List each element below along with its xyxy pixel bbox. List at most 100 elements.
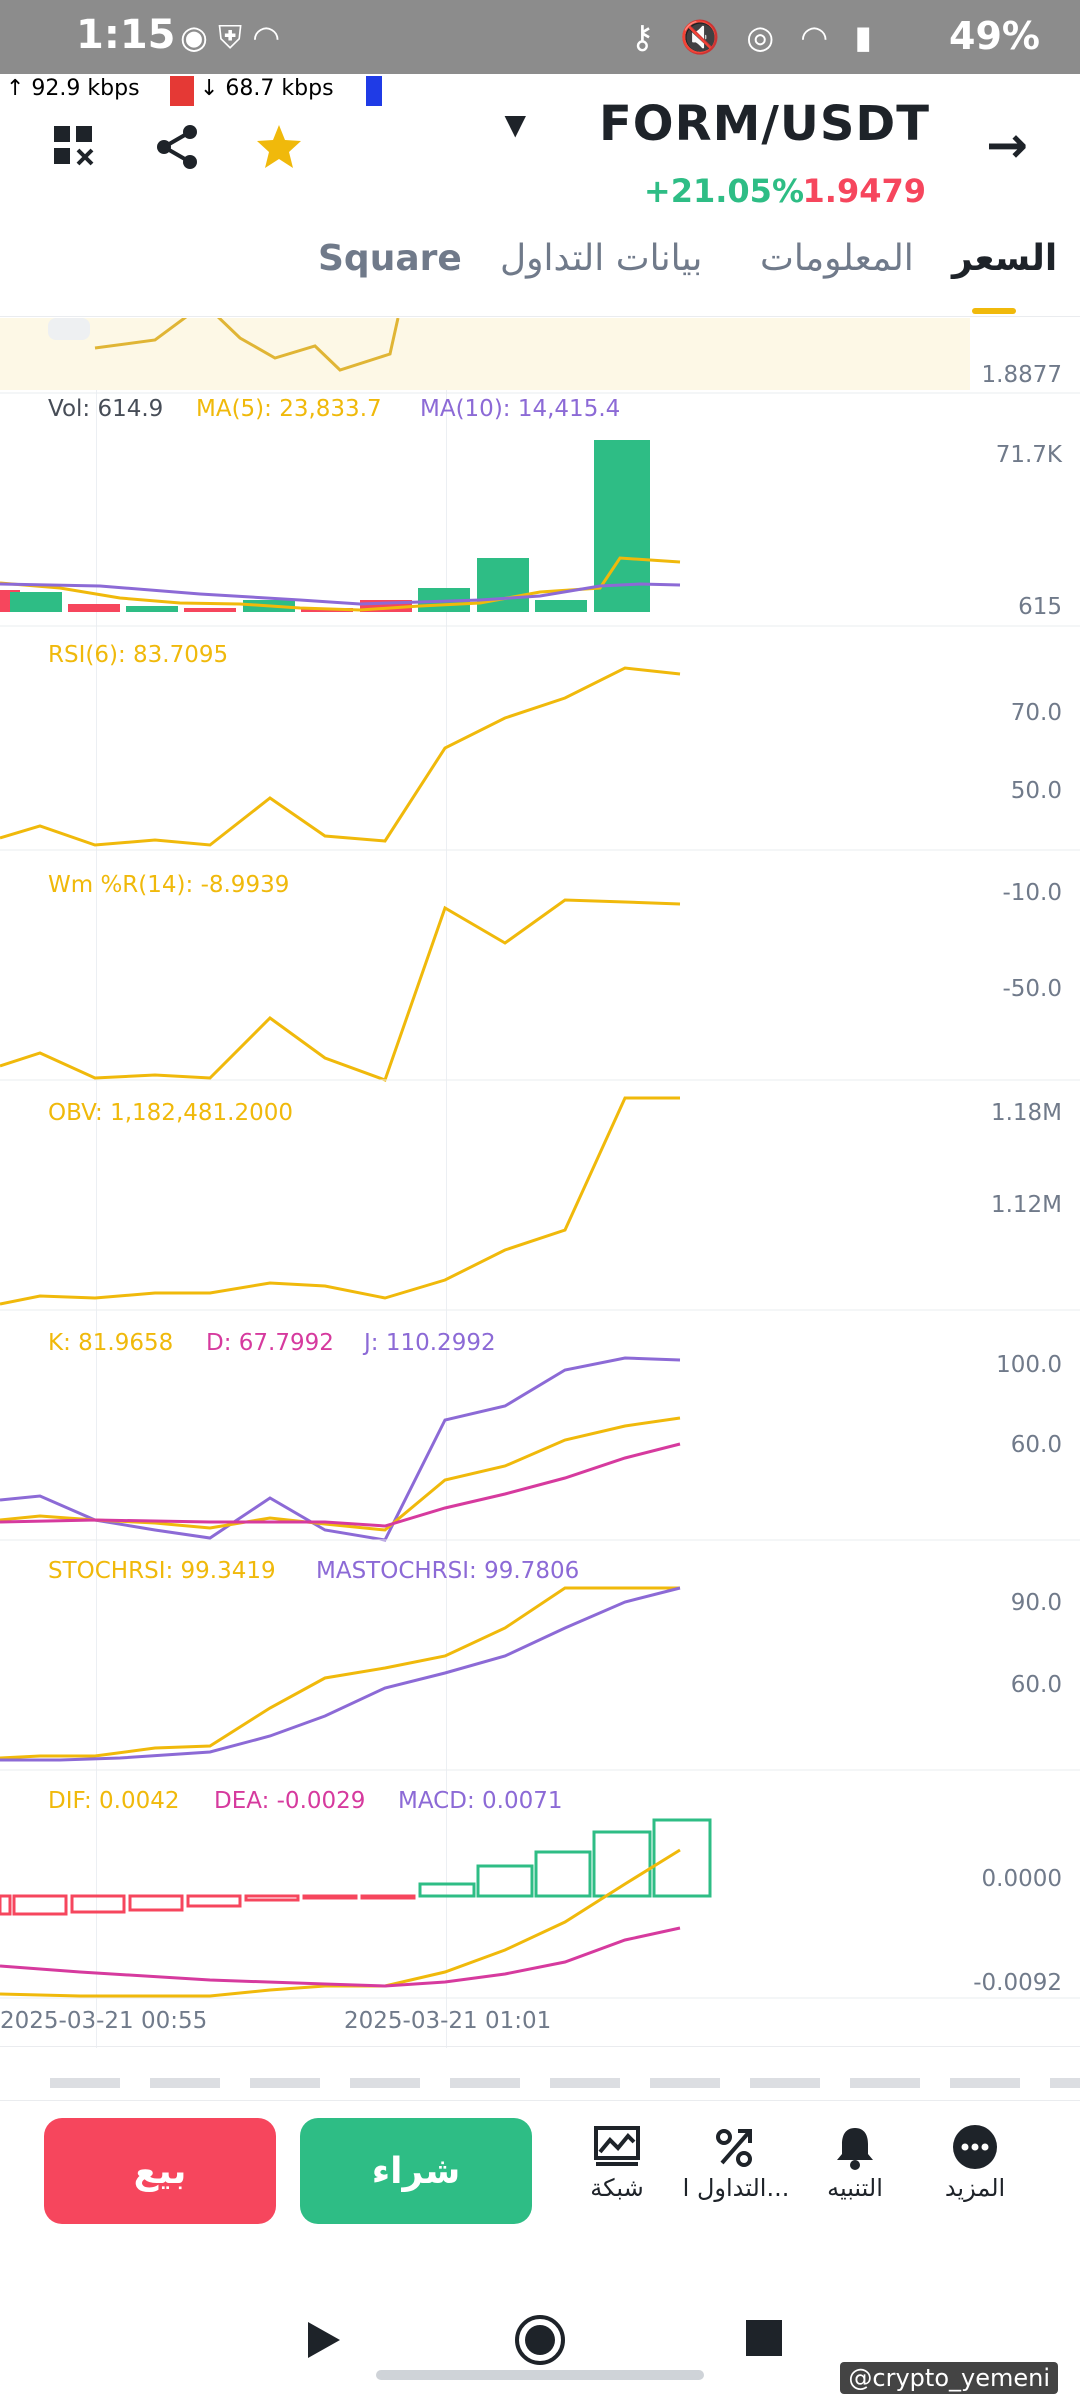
stop-square-icon[interactable] bbox=[746, 2320, 782, 2360]
time-label: 2025-03-21 01:01 bbox=[344, 2008, 552, 2034]
pair-dropdown-icon[interactable]: ▼ bbox=[504, 108, 526, 141]
macd-dif-label: DIF: 0.0042 bbox=[48, 1788, 180, 1814]
wr-axis-top: -10.0 bbox=[1002, 880, 1062, 906]
macd-histogram-bar bbox=[70, 1894, 126, 1914]
grid-line bbox=[446, 318, 447, 2048]
percent-arrow-icon bbox=[676, 2120, 796, 2174]
volume-bar bbox=[68, 604, 120, 612]
play-icon[interactable] bbox=[306, 2320, 342, 2364]
status-battery: 49% bbox=[949, 14, 1040, 58]
macd-histogram-bar bbox=[592, 1830, 652, 1898]
active-tab-indicator bbox=[972, 308, 1016, 314]
stochrsi-line bbox=[0, 1586, 680, 1760]
sell-button[interactable]: بيع bbox=[44, 2118, 276, 2224]
volume-bar bbox=[10, 592, 62, 612]
williams-r-label: Wm %R(14): -8.9939 bbox=[48, 872, 290, 898]
mastochrsi-label: MASTOCHRSI: 99.7806 bbox=[316, 1558, 580, 1584]
macd-histogram-bar bbox=[186, 1894, 242, 1908]
macd-dea-line bbox=[0, 1926, 681, 1988]
stochrsi-axis-bottom: 60.0 bbox=[1010, 1672, 1062, 1698]
layout-icon[interactable] bbox=[50, 122, 100, 172]
alert-button[interactable]: التنبيه bbox=[800, 2120, 910, 2202]
net-up-indicator bbox=[170, 76, 194, 106]
macd-histogram-bar bbox=[128, 1894, 184, 1912]
grid-line bbox=[96, 318, 97, 2048]
volume-ma5-label: MA(5): 23,833.7 bbox=[196, 396, 382, 422]
macd-dea-label: DEA: -0.0029 bbox=[214, 1788, 366, 1814]
tab-price[interactable]: السعر bbox=[952, 238, 1058, 279]
macd-histogram-bar bbox=[360, 1894, 416, 1900]
volume-ma10-line bbox=[0, 582, 681, 606]
obv-line bbox=[0, 1096, 680, 1306]
wr-axis-bottom: -50.0 bbox=[1002, 976, 1062, 1002]
volume-ma10-label: MA(10): 14,415.4 bbox=[420, 396, 621, 422]
price-change-percent: +21.05% bbox=[643, 172, 804, 210]
mastochrsi-line bbox=[0, 1586, 681, 1762]
obv-axis-bottom: 1.12M bbox=[990, 1192, 1062, 1218]
net-down-speed: ↓ 68.7 kbps bbox=[200, 76, 334, 101]
volume-bar bbox=[184, 608, 236, 612]
watermark: @crypto_yemeni bbox=[840, 2362, 1058, 2394]
rsi-axis-bottom: 50.0 bbox=[1010, 778, 1062, 804]
macd-axis-top: 0.0000 bbox=[981, 1866, 1062, 1892]
volume-bar bbox=[535, 600, 587, 612]
bottom-divider bbox=[0, 2100, 1080, 2101]
trade-button[interactable]: التداول ا... bbox=[676, 2120, 796, 2202]
price-axis-label: 1.8877 bbox=[981, 362, 1062, 388]
more-label: المزيد bbox=[944, 2174, 1006, 2202]
gesture-handle[interactable] bbox=[376, 2370, 704, 2380]
williams-r-line bbox=[0, 898, 681, 1082]
volume-axis-bottom: 615 bbox=[1018, 594, 1062, 620]
grid-label: شبكة bbox=[590, 2174, 644, 2202]
tab-trading-data[interactable]: بيانات التداول bbox=[500, 238, 703, 279]
kdj-j-label: J: 110.2992 bbox=[364, 1330, 496, 1356]
time-label: 2025-03-21 00:55 bbox=[0, 2008, 208, 2034]
kdj-j-line bbox=[0, 1356, 681, 1542]
price-line bbox=[94, 318, 400, 372]
stochrsi-label: STOCHRSI: 99.3419 bbox=[48, 1558, 276, 1584]
bell-icon bbox=[800, 2120, 910, 2174]
buy-button[interactable]: شراء bbox=[300, 2118, 532, 2224]
rsi-label: RSI(6): 83.7095 bbox=[48, 642, 229, 668]
net-up-speed: ↑ 92.9 kbps bbox=[6, 76, 140, 101]
more-button[interactable]: المزيد bbox=[920, 2120, 1030, 2202]
last-price: 1.9479 bbox=[802, 172, 926, 210]
grid-bot-icon bbox=[562, 2120, 672, 2174]
volume-bar bbox=[477, 558, 529, 612]
navigate-arrow-icon[interactable]: → bbox=[986, 116, 1028, 174]
favorite-star-icon[interactable] bbox=[254, 122, 304, 172]
share-icon[interactable] bbox=[152, 122, 202, 172]
macd-histogram-bar bbox=[476, 1864, 534, 1898]
net-down-indicator bbox=[366, 76, 382, 106]
status-notification-icons: ◉ ⛨ ◠ bbox=[180, 18, 281, 56]
trade-label: التداول ا... bbox=[682, 2174, 790, 2202]
volume-label: Vol: 614.9 bbox=[48, 396, 164, 422]
obv-label: OBV: 1,182,481.2000 bbox=[48, 1100, 293, 1126]
obv-axis-top: 1.18M bbox=[990, 1100, 1062, 1126]
rsi-line bbox=[0, 666, 681, 847]
more-dots-icon bbox=[920, 2120, 1030, 2174]
macd-histogram-bar bbox=[418, 1882, 476, 1898]
stochrsi-axis-top: 90.0 bbox=[1010, 1590, 1062, 1616]
volume-axis-top: 71.7K bbox=[995, 442, 1062, 468]
macd-histogram-bar bbox=[244, 1894, 300, 1902]
macd-histogram-bar bbox=[302, 1894, 358, 1900]
indicator-charts[interactable] bbox=[0, 318, 1080, 2048]
price-area bbox=[0, 318, 970, 390]
tab-square[interactable]: Square bbox=[318, 238, 462, 279]
tab-info[interactable]: المعلومات bbox=[760, 238, 914, 279]
macd-histogram-bar bbox=[652, 1818, 712, 1898]
kdj-axis-top: 100.0 bbox=[996, 1352, 1062, 1378]
macd-histogram-bar bbox=[0, 1894, 12, 1916]
macd-axis-bottom: -0.0092 bbox=[973, 1970, 1062, 1996]
trading-pair-title[interactable]: FORM/USDT bbox=[599, 96, 930, 152]
home-circle-icon[interactable] bbox=[514, 2314, 566, 2370]
indicator-tab-strip[interactable] bbox=[0, 2074, 1080, 2092]
grid-button[interactable]: شبكة bbox=[562, 2120, 672, 2202]
status-bar: 1:15 ◉ ⛨ ◠ ⚷ 🔇 ◎ ◠ ▮ 49% bbox=[0, 0, 1080, 74]
kdj-k-label: K: 81.9658 bbox=[48, 1330, 174, 1356]
macd-value-label: MACD: 0.0071 bbox=[398, 1788, 563, 1814]
time-axis-divider bbox=[0, 2046, 1080, 2047]
status-system-icons: ⚷ 🔇 ◎ ◠ ▮ bbox=[630, 18, 880, 56]
macd-histogram-bar bbox=[12, 1894, 68, 1916]
